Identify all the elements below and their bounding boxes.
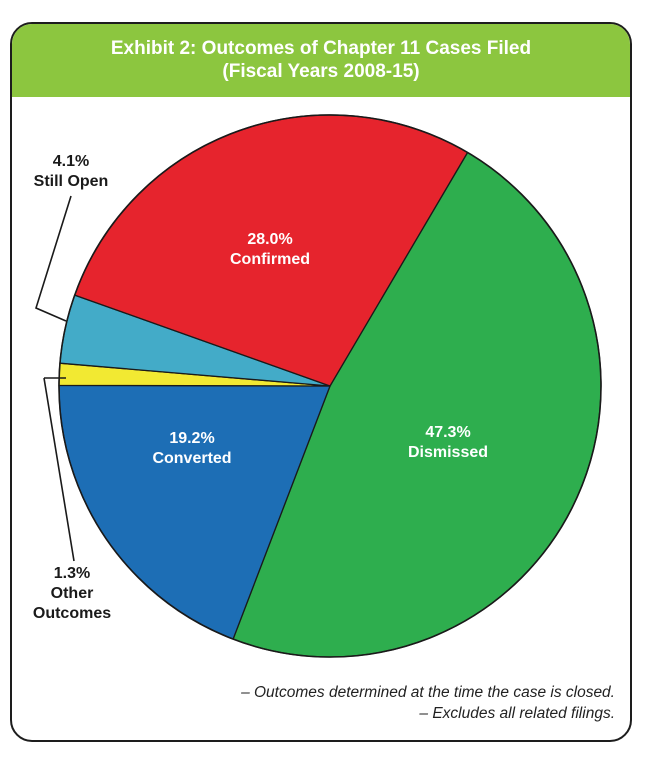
slice-label-dismissed: 47.3% Dismissed: [408, 424, 488, 461]
leader-line-still-open: [35, 195, 72, 322]
slice-label-converted: 19.2% Converted: [152, 430, 231, 467]
footnote-exclusions: – Excludes all related filings.: [419, 705, 615, 722]
chart-title-line-1: Exhibit 2: Outcomes of Chapter 11 Cases …: [110, 38, 532, 59]
slice-label-other-outcomes: 1.3% Other Outcomes: [33, 565, 111, 622]
pie-outline: [58, 114, 602, 658]
slice-label-confirmed: 28.0% Confirmed: [230, 231, 310, 268]
slice-label-still-open: 4.1% Still Open: [34, 153, 109, 190]
leader-line-other-outcomes: [43, 377, 75, 562]
chart-header: Exhibit 2: Outcomes of Chapter 11 Cases …: [12, 24, 630, 97]
chart-title-line-2: (Fiscal Years 2008-15): [222, 61, 420, 82]
footnote-outcomes: – Outcomes determined at the time the ca…: [241, 684, 615, 701]
